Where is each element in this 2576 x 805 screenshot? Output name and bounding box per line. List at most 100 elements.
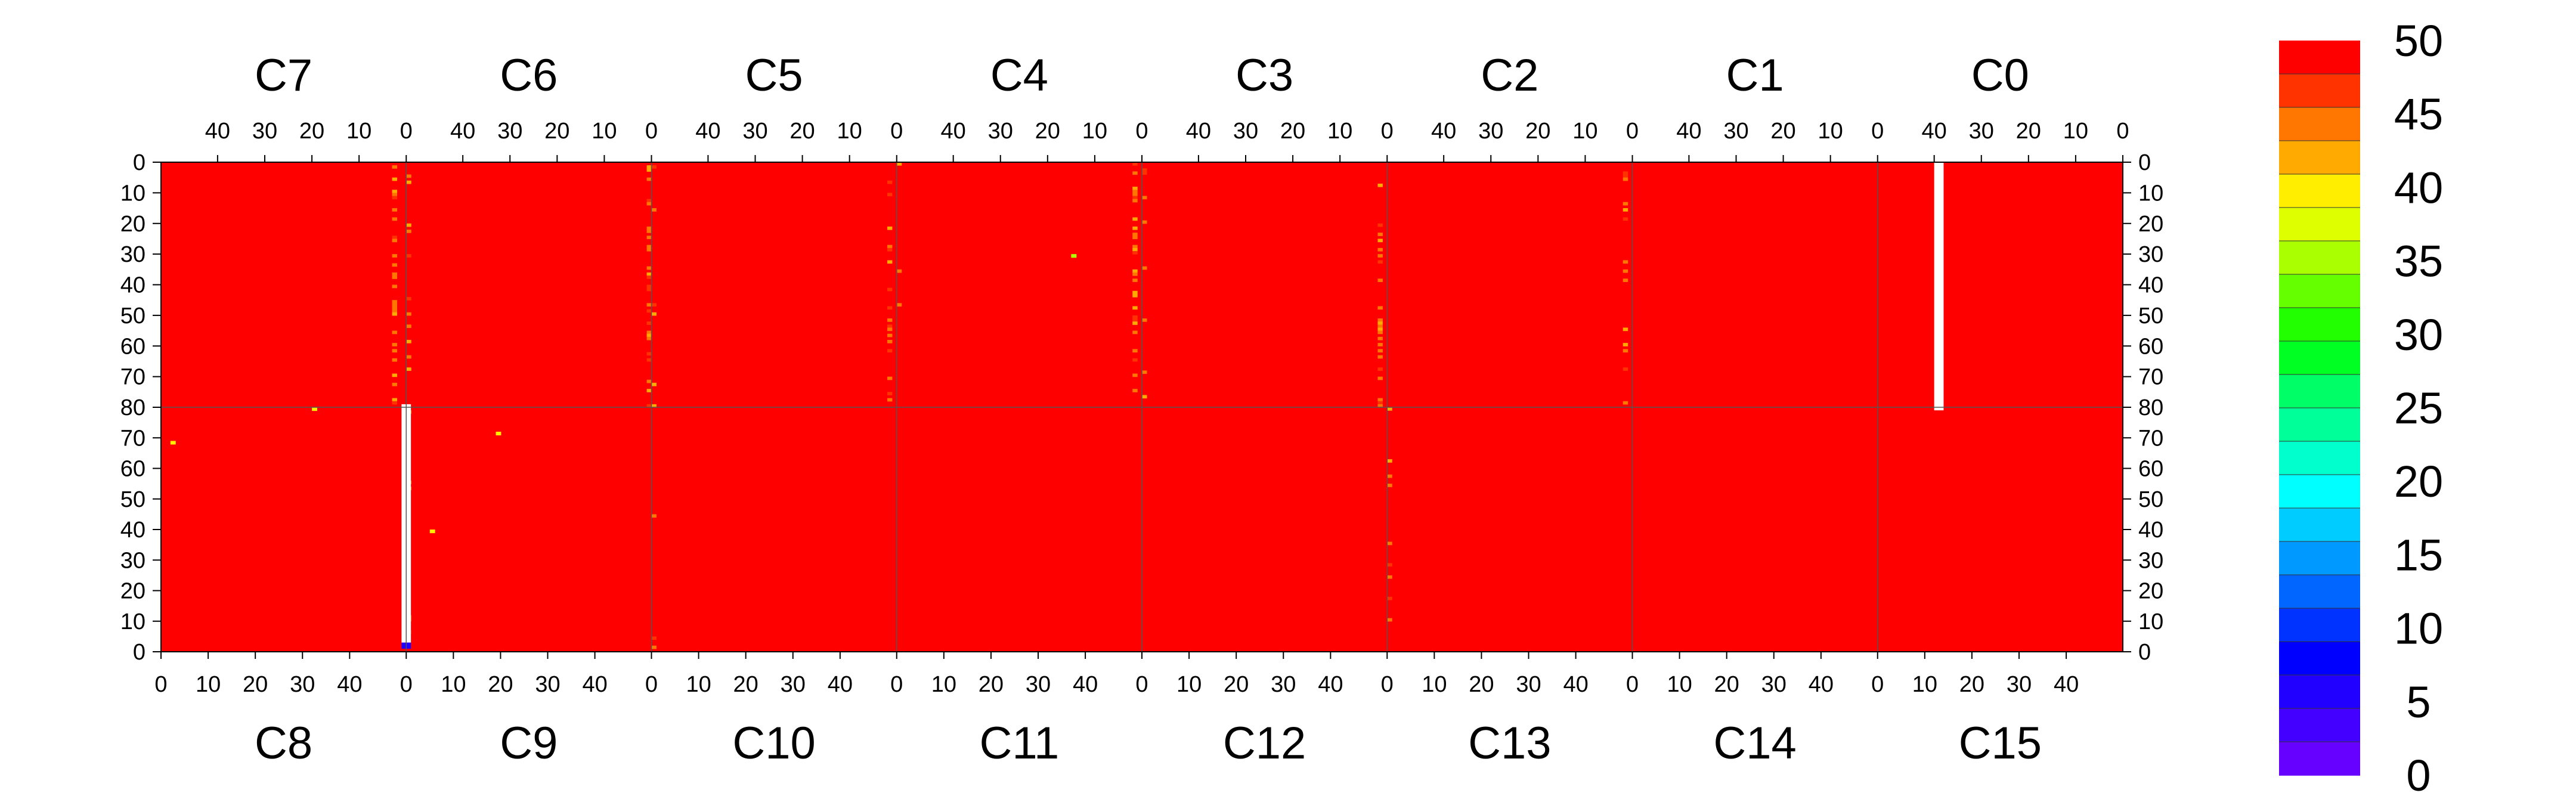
x-tick-label-bottom: 30 (1026, 672, 1051, 697)
x-tick-label-bottom: 30 (535, 672, 560, 697)
x-tick-label-bottom: 40 (337, 672, 362, 697)
noise-pixel (392, 401, 398, 405)
y-tick-label-right: 40 (2138, 273, 2163, 298)
noise-pixel (1377, 401, 1383, 405)
y-tick-label-right: 20 (2138, 579, 2163, 604)
noise-pixel (1132, 315, 1138, 319)
colorbar-segment (2279, 274, 2360, 308)
noise-pixel (1623, 202, 1628, 206)
x-tick-label-top: 20 (544, 119, 569, 144)
noise-pixel (1377, 398, 1383, 402)
x-tick-label-bottom: 10 (931, 672, 956, 697)
x-tick-label-top: 0 (1135, 119, 1148, 144)
x-tick-label-bottom: 10 (441, 672, 466, 697)
noise-pixel (392, 330, 398, 335)
noise-pixel (1623, 327, 1628, 332)
noise-pixel (646, 404, 652, 408)
noise-pixel (887, 260, 893, 264)
y-tick-label-left: 0 (133, 150, 145, 175)
x-tick-label-top: 0 (1626, 119, 1639, 144)
x-tick-label-bottom: 10 (686, 672, 711, 697)
noise-pixel (1132, 278, 1138, 282)
hitmap-axes (153, 155, 2131, 659)
y-tick-label-left: 60 (120, 457, 145, 482)
x-tick-label-bottom: 30 (1271, 672, 1296, 697)
noise-pixel (646, 272, 652, 276)
noise-pixel (646, 321, 652, 325)
noise-pixel (646, 236, 652, 240)
colorbar-segment (2279, 374, 2360, 408)
noise-pixel (1132, 233, 1138, 236)
noise-pixel (646, 244, 652, 249)
noise-pixel (887, 324, 893, 329)
noise-pixel (392, 303, 398, 307)
noise-pixel (887, 339, 893, 343)
chip-label: C2 (1481, 50, 1538, 101)
colorbar-tick-label: 5 (2406, 677, 2431, 727)
noise-pixel (392, 236, 398, 240)
noise-pixel (406, 355, 411, 359)
chip-region-c11 (896, 407, 1142, 652)
chip-label: C5 (745, 50, 803, 101)
colorbar-segment (2279, 541, 2360, 575)
y-tick-label-left: 10 (120, 181, 145, 206)
chip-label: C1 (1726, 50, 1784, 101)
noise-pixel (392, 165, 398, 169)
y-tick-label-left: 0 (133, 640, 145, 665)
colorbar-tick-label: 15 (2394, 530, 2443, 580)
noise-pixel (1377, 327, 1383, 332)
noise-pixel (1132, 226, 1138, 230)
y-tick-label-right: 70 (2138, 426, 2163, 451)
chip-region-c3 (1142, 162, 1388, 407)
x-tick-label-top: 20 (789, 119, 815, 144)
noise-pixel (1132, 330, 1138, 335)
dead-column (1934, 162, 1944, 411)
noise-pixel (651, 645, 657, 649)
x-tick-label-bottom: 10 (196, 672, 221, 697)
noise-pixel (1623, 174, 1628, 178)
x-tick-label-bottom: 0 (400, 672, 413, 697)
noise-pixel (392, 312, 398, 316)
chip-label: C10 (732, 718, 815, 769)
chip-region-c2 (1387, 162, 1633, 407)
x-tick-label-bottom: 10 (1912, 672, 1937, 697)
x-tick-label-top: 20 (1770, 119, 1795, 144)
noise-pixel (646, 202, 652, 206)
noise-pixel (1377, 349, 1383, 353)
noise-pixel (392, 193, 398, 197)
x-tick-label-bottom: 10 (1422, 672, 1447, 697)
noise-pixel (646, 168, 652, 172)
hitmap-labels: C7 C6 C5 C4 C3 C2 C1 C0 C8 C9 C10 C11 C12 C13 C14 C15 40… (120, 50, 2164, 769)
noise-pixel (1387, 484, 1392, 487)
x-tick-label-bottom: 30 (1516, 672, 1541, 697)
noise-pixel (1132, 272, 1138, 276)
x-tick-label-bottom: 40 (828, 672, 853, 697)
noise-pixel (1387, 407, 1392, 411)
colorbar-tick-label: 25 (2394, 383, 2443, 433)
noise-pixel (1623, 208, 1628, 212)
x-tick-label-bottom: 40 (1809, 672, 1834, 697)
noise-pixel (646, 226, 652, 230)
noise-pixel (1142, 395, 1147, 399)
y-tick-label-right: 30 (2138, 548, 2163, 573)
colorbar-tick-label: 50 (2394, 16, 2443, 66)
noise-pixel (646, 379, 652, 383)
x-tick-label-bottom: 10 (1176, 672, 1202, 697)
colorbar-segment (2279, 41, 2360, 75)
y-tick-label-left: 60 (120, 334, 145, 359)
x-tick-label-top: 40 (941, 119, 966, 144)
noise-pixel (1387, 563, 1392, 567)
noise-pixel (1623, 171, 1628, 175)
colorbar-segment (2279, 341, 2360, 375)
noise-pixel (392, 190, 398, 193)
noise-pixel (1377, 260, 1383, 264)
noise-pixel (1623, 217, 1628, 221)
noise-pixel (1132, 318, 1138, 322)
colorbar-segment (2279, 675, 2360, 709)
noise-pixel (1377, 343, 1383, 346)
y-tick-label-right: 0 (2138, 640, 2151, 665)
noise-pixel (1377, 233, 1383, 236)
colorbar-segment (2279, 508, 2360, 542)
noise-pixel (1623, 349, 1628, 353)
noise-pixel (1377, 355, 1383, 359)
